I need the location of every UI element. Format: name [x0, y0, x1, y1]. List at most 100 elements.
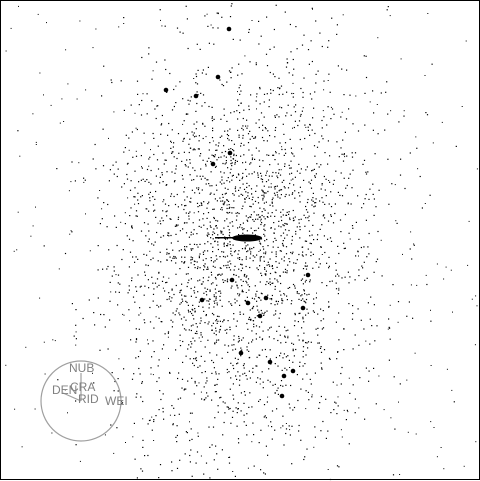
star-point: [136, 128, 138, 131]
star-point: [283, 260, 285, 262]
star-point: [181, 261, 183, 263]
star-point: [190, 325, 192, 327]
star-point: [276, 389, 278, 392]
star-point: [195, 359, 198, 362]
star-point: [288, 403, 290, 405]
star-point: [237, 91, 238, 93]
star-point: [233, 154, 235, 157]
star-point: [202, 122, 204, 124]
star-point: [250, 216, 252, 218]
star-point: [399, 174, 402, 176]
star-point: [259, 383, 261, 385]
star-point: [318, 141, 320, 143]
star-point: [132, 296, 135, 298]
star-point: [226, 238, 228, 240]
star-point: [165, 184, 167, 186]
star-point: [288, 213, 290, 215]
star-point: [209, 446, 211, 448]
star-point: [239, 39, 241, 41]
star-point: [5, 50, 7, 52]
star-point: [266, 154, 268, 156]
star-point: [232, 394, 234, 396]
star-point: [174, 414, 176, 416]
star-point: [233, 194, 235, 196]
star-point: [144, 142, 146, 144]
star-point: [145, 208, 147, 210]
star-point: [156, 304, 158, 306]
star-point: [291, 425, 293, 427]
star-point: [206, 377, 208, 379]
star-point: [205, 314, 207, 317]
star-point: [179, 31, 181, 33]
star-point: [230, 112, 232, 114]
star-point: [364, 198, 366, 200]
star-point: [71, 231, 73, 233]
star-point: [263, 252, 265, 254]
star-point: [152, 300, 154, 302]
star-point: [143, 253, 145, 255]
star-point: [142, 439, 144, 441]
star-point: [136, 290, 138, 292]
star-point: [367, 171, 369, 173]
star-point: [200, 168, 202, 170]
star-point: [336, 384, 338, 386]
star-point: [175, 273, 177, 275]
star-point: [171, 461, 173, 463]
star-point: [294, 197, 296, 199]
star-point: [103, 65, 105, 67]
star-point: [290, 114, 292, 116]
star-point: [21, 446, 23, 448]
star-point: [315, 297, 317, 299]
star-point: [205, 73, 207, 75]
star-point: [307, 217, 309, 219]
star-point: [257, 227, 260, 229]
star-point: [252, 320, 254, 322]
star-point: [208, 201, 210, 203]
star-point: [140, 155, 142, 157]
star-point: [226, 280, 228, 282]
star-point: [377, 133, 379, 135]
star-point: [312, 200, 314, 202]
star-point: [282, 300, 284, 302]
star-point: [308, 220, 310, 222]
star-point: [197, 246, 199, 248]
star-point: [279, 275, 281, 277]
star-point: [315, 202, 317, 204]
star-point: [183, 208, 185, 211]
star-point: [131, 378, 134, 380]
star-point: [386, 9, 388, 11]
star-point: [302, 378, 304, 380]
star-point: [347, 203, 349, 205]
star-point: [153, 244, 155, 246]
star-point: [302, 365, 304, 367]
star-point: [211, 185, 213, 187]
star-point: [352, 305, 354, 307]
star-point: [122, 402, 124, 404]
star-point: [192, 304, 194, 306]
star-point: [246, 251, 248, 253]
star-point: [64, 389, 66, 391]
star-point: [99, 190, 101, 191]
star-point: [463, 465, 465, 467]
star-point: [250, 214, 252, 216]
star-point: [242, 232, 244, 234]
star-point: [201, 204, 203, 206]
star-point: [276, 185, 278, 187]
star-point: [191, 131, 193, 133]
star-point: [223, 265, 225, 267]
star-point: [198, 225, 200, 227]
star-point: [123, 17, 125, 19]
star-point: [162, 152, 164, 154]
star-point: [446, 368, 448, 370]
star-point: [263, 313, 265, 315]
star-point: [262, 246, 264, 248]
star-point: [312, 192, 314, 194]
star-point: [327, 46, 329, 48]
star-point: [258, 297, 261, 299]
star-point: [264, 253, 267, 255]
star-point: [194, 149, 196, 151]
star-point: [417, 168, 419, 170]
star-point: [208, 300, 210, 302]
star-point: [193, 292, 196, 294]
star-point: [284, 163, 286, 165]
